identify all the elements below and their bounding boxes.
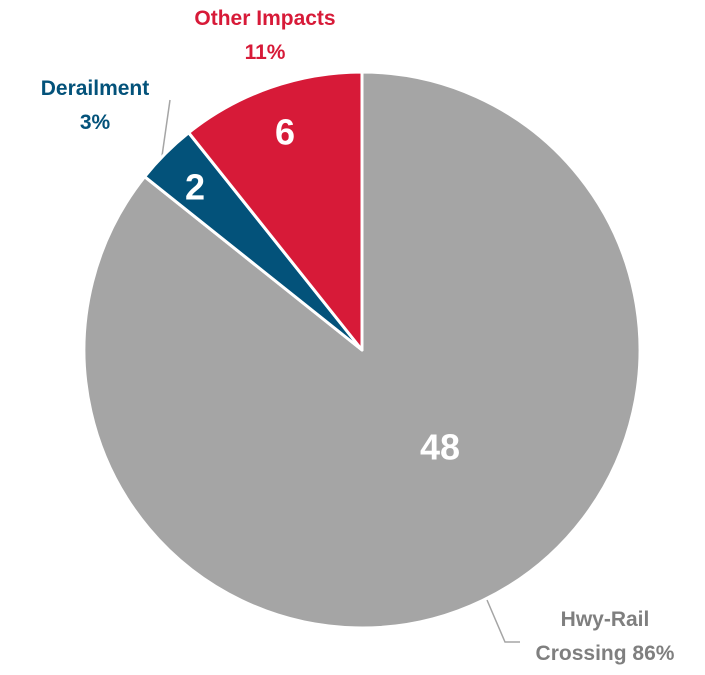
pie-slice [187,70,364,352]
category-label: Hwy-Rail Crossing [535,608,650,665]
slice-label: Hwy-Rail Crossing 86% [522,603,688,671]
value-label: 48 [420,427,460,468]
value-label: 2 [185,167,205,208]
slice-label: Derailment 3% [10,72,180,140]
value-label: 6 [275,112,295,153]
percent-label: 86% [632,642,675,665]
category-label: Other Impacts [194,7,336,30]
leader-line [486,599,520,643]
percent-label: 11% [244,41,286,64]
percent-label: 3% [79,111,111,134]
category-label: Derailment [40,77,150,100]
slice-label: Other Impacts 11% [165,2,365,70]
